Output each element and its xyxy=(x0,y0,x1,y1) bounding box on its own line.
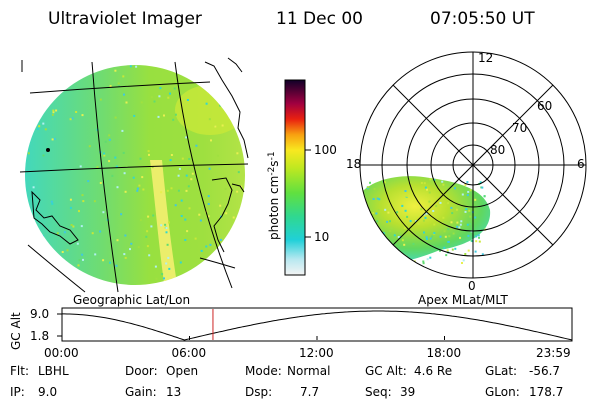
gc-alt-label: GC Alt: xyxy=(365,364,407,378)
xtick-label: 18:00 xyxy=(427,346,462,360)
altitude-xticks: 00:00 06:00 12:00 18:00 23:59 xyxy=(44,336,573,360)
altitude-plot: GC Alt 9.0 1.8 00:00 06:00 12:00 18:00 23:59 xyxy=(9,307,573,360)
orbit-altitude-curve xyxy=(62,310,573,341)
mode-label: Mode: xyxy=(245,364,282,378)
altitude-ylabel: GC Alt xyxy=(9,312,23,350)
altitude-plot-frame xyxy=(61,307,573,342)
filter-label: Flt: xyxy=(10,364,29,378)
status-info: Flt: LBHL IP: 9.0 Door: Open Gain: 13 Mo… xyxy=(10,364,563,399)
polar-grid xyxy=(359,51,587,279)
altitude-ytick-bottom: 1.8 xyxy=(30,329,49,343)
gain-label: Gain: xyxy=(125,385,157,399)
door-value: Open xyxy=(166,364,198,378)
glon-label: GLon: xyxy=(485,385,520,399)
ip-value: 9.0 xyxy=(38,385,57,399)
gc-alt-value: 4.6 Re xyxy=(414,364,452,378)
geo-grid xyxy=(19,61,249,293)
dsp-value: 7.7 xyxy=(300,385,319,399)
door-label: Door: xyxy=(125,364,158,378)
colorbar-tick-10: 10 xyxy=(314,230,329,244)
colorbar: 100 10 photon cm-2s-1 xyxy=(267,79,337,276)
mlat-label-70: 70 xyxy=(512,121,527,135)
geographic-image xyxy=(19,57,249,293)
instrument-title: Ultraviolet Imager xyxy=(48,9,202,29)
xtick-label: 06:00 xyxy=(172,346,207,360)
xtick-label: 12:00 xyxy=(299,346,334,360)
mlt-label-12: 12 xyxy=(478,51,493,65)
mode-value: Normal xyxy=(287,364,330,378)
polar-image: 12 18 6 0 60 70 80 xyxy=(346,51,587,293)
seq-label: Seq: xyxy=(365,385,392,399)
geo-marker xyxy=(46,148,50,152)
geo-bright-band xyxy=(150,160,178,285)
time-label: 07:05:50 UT xyxy=(430,9,535,29)
geo-coastlines xyxy=(21,57,249,253)
date-label: 11 Dec 00 xyxy=(276,9,363,29)
glon-value: 178.7 xyxy=(529,385,563,399)
mlat-label-60: 60 xyxy=(537,99,552,113)
colorbar-unit-label: photon cm-2s-1 xyxy=(267,151,281,240)
xtick-label: 00:00 xyxy=(44,346,79,360)
colorbar-tick-100: 100 xyxy=(314,143,337,157)
dsp-label: Dsp: xyxy=(245,385,272,399)
colorbar-gradient xyxy=(284,79,306,276)
filter-value: LBHL xyxy=(38,364,69,378)
altitude-ytick-top: 9.0 xyxy=(30,307,49,321)
mlt-label-6: 6 xyxy=(577,157,585,171)
ip-label: IP: xyxy=(10,385,25,399)
polar-panel-label: Apex MLat/MLT xyxy=(418,293,508,307)
mlt-label-18: 18 xyxy=(346,157,361,171)
geo-panel-label: Geographic Lat/Lon xyxy=(73,293,190,307)
xtick-label: 23:59 xyxy=(536,346,571,360)
seq-value: 39 xyxy=(400,385,415,399)
mlat-label-80: 80 xyxy=(490,143,505,157)
glat-label: GLat: xyxy=(485,364,517,378)
gain-value: 13 xyxy=(166,385,181,399)
mlt-label-0: 0 xyxy=(468,279,476,293)
glat-value: -56.7 xyxy=(529,364,560,378)
geo-emission-field xyxy=(25,65,245,285)
